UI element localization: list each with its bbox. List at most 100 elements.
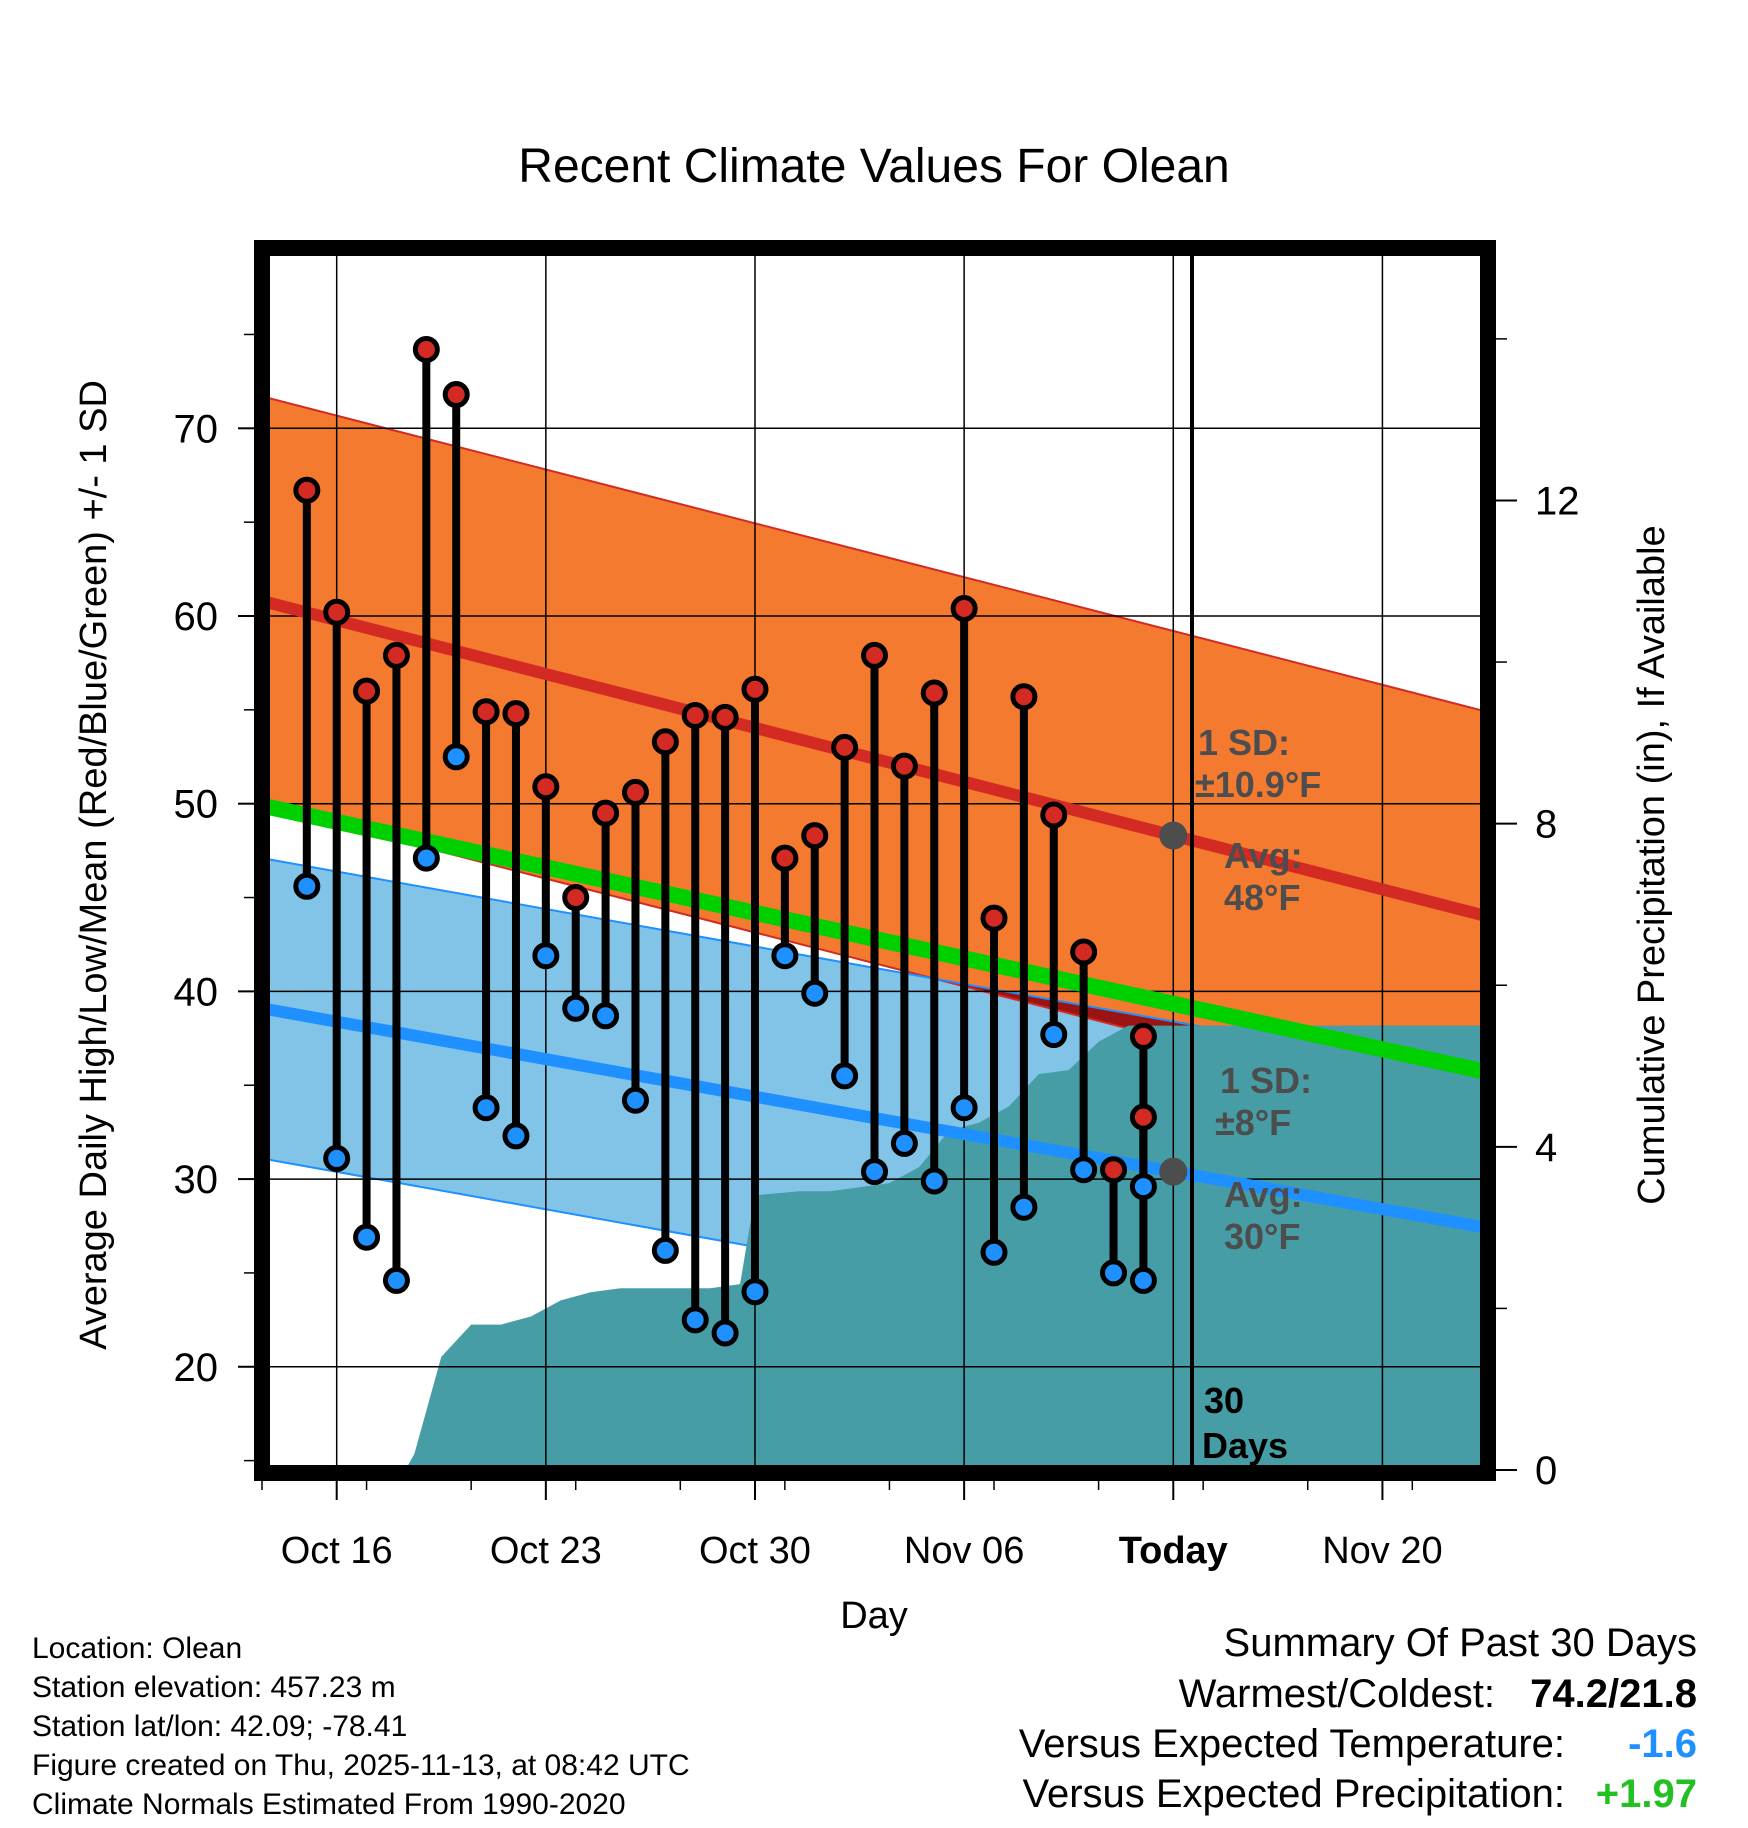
high-marker	[412, 335, 440, 363]
high-avg-label: Avg:	[1224, 835, 1303, 876]
low-marker	[1129, 1173, 1157, 1201]
low-marker	[1010, 1193, 1038, 1221]
y2-tick-label: 8	[1535, 803, 1557, 847]
high-marker	[1040, 801, 1068, 829]
latlon-text: Station lat/lon: 42.09; -78.41	[32, 1710, 407, 1743]
low-avg-value: 30°F	[1224, 1216, 1300, 1257]
low-marker	[532, 942, 560, 970]
low-marker	[1070, 1156, 1098, 1184]
plot-frame	[254, 240, 1496, 1481]
low-marker	[412, 844, 440, 872]
low-marker	[1129, 1266, 1157, 1294]
location-text: Location: Olean	[32, 1632, 242, 1665]
temp-value: -1.6	[1628, 1722, 1697, 1766]
low-marker	[1040, 1021, 1068, 1049]
low-marker	[562, 994, 590, 1022]
y2-tick-label: 4	[1535, 1126, 1557, 1170]
today-avg-low-dot	[1159, 1157, 1188, 1186]
low-marker	[621, 1086, 649, 1114]
high-marker	[382, 641, 410, 669]
y-tick-label: 70	[174, 407, 219, 451]
low-marker	[1100, 1259, 1128, 1287]
summary-panel: Summary Of Past 30 Days Warmest/Coldest:…	[1019, 1621, 1697, 1816]
station-info: Location: Olean Station elevation: 457.2…	[32, 1632, 690, 1821]
warm-cold-value: 74.2/21.8	[1530, 1672, 1697, 1716]
summary-heading: Summary Of Past 30 Days	[1224, 1621, 1697, 1665]
y-axis-label: Average Daily High/Low/Mean (Red/Blue/Gr…	[73, 380, 115, 1350]
high-marker	[1129, 1022, 1157, 1050]
precip-area-fill	[262, 1025, 1487, 1470]
high-marker	[890, 752, 918, 780]
x-axis-label: Day	[840, 1595, 908, 1637]
precipitation-area	[262, 1025, 1487, 1470]
normals-text: Climate Normals Estimated From 1990-2020	[32, 1788, 626, 1821]
high-marker	[681, 701, 709, 729]
warm-cold-label: Warmest/Coldest:	[1179, 1672, 1495, 1716]
y2-tick-label: 0	[1535, 1449, 1557, 1493]
y-tick-label: 40	[174, 970, 219, 1014]
low-marker	[353, 1223, 381, 1251]
elevation-text: Station elevation: 457.23 m	[32, 1671, 396, 1704]
low-marker	[801, 979, 829, 1007]
high-marker	[950, 594, 978, 622]
low-avg-label: Avg:	[1224, 1174, 1303, 1215]
precip-label: Versus Expected Precipitation:	[1022, 1772, 1565, 1816]
high-marker	[502, 700, 530, 728]
high-marker	[592, 799, 620, 827]
x-tick-label: Today	[1119, 1530, 1228, 1572]
high-marker	[711, 703, 739, 731]
high-marker	[442, 381, 470, 409]
low-marker	[890, 1129, 918, 1157]
low-marker	[502, 1122, 530, 1150]
x-tick-label: Nov 20	[1322, 1530, 1442, 1572]
low-marker	[831, 1062, 859, 1090]
chart-annotations: 1 SD: ±10.9°F Avg: 48°F 1 SD: ±8°F Avg: …	[1195, 722, 1321, 1466]
high-sd-label: 1 SD:	[1198, 722, 1290, 763]
high-marker	[920, 679, 948, 707]
y-tick-label: 50	[174, 783, 219, 827]
high-marker	[1129, 1103, 1157, 1131]
low-marker	[382, 1266, 410, 1294]
high-marker	[323, 598, 351, 626]
high-marker	[293, 476, 321, 504]
high-sd-value: ±10.9°F	[1195, 764, 1321, 805]
y-tick-label: 20	[174, 1346, 219, 1390]
axes: 20 30 40 50 60 70 0 4 8 12 Oct 16 Oct 23 Oct 30 Nov 0…	[174, 333, 1580, 1572]
x-tick-label: Oct 30	[699, 1530, 811, 1572]
low-sd-value: ±8°F	[1215, 1102, 1291, 1143]
low-sd-label: 1 SD:	[1220, 1060, 1312, 1101]
chart-title: Recent Climate Values For Olean	[518, 140, 1229, 193]
low-marker	[920, 1167, 948, 1195]
temp-label: Versus Expected Temperature:	[1019, 1722, 1565, 1766]
low-marker	[592, 1002, 620, 1030]
daily-observations	[293, 335, 1188, 1347]
low-marker	[442, 743, 470, 771]
high-marker	[831, 733, 859, 761]
high-marker	[621, 778, 649, 806]
low-marker	[861, 1158, 888, 1186]
high-avg-value: 48°F	[1224, 877, 1300, 918]
low-marker	[293, 872, 321, 900]
y2-tick-label: 12	[1535, 479, 1580, 523]
high-marker	[771, 844, 799, 872]
high-marker	[651, 728, 679, 756]
low-marker	[323, 1144, 351, 1172]
low-marker	[651, 1236, 679, 1264]
days-label: Days	[1202, 1425, 1288, 1466]
high-marker	[801, 822, 829, 850]
created-text: Figure created on Thu, 2025-11-13, at 08…	[32, 1749, 690, 1782]
y2-axis-label: Cumulative Precipitation (in), If Availa…	[1631, 525, 1673, 1204]
observation-markers	[293, 335, 1188, 1347]
high-marker	[1010, 683, 1038, 711]
high-marker	[1100, 1156, 1128, 1184]
high-marker	[562, 884, 590, 912]
high-marker	[472, 698, 500, 726]
days-count: 30	[1204, 1380, 1244, 1421]
low-marker	[980, 1238, 1008, 1266]
low-marker	[950, 1094, 978, 1122]
observation-stems	[302, 349, 1148, 1333]
high-marker	[353, 677, 381, 705]
y-tick-label: 30	[174, 1158, 219, 1202]
x-tick-label: Nov 06	[904, 1530, 1024, 1572]
low-marker	[741, 1278, 769, 1306]
